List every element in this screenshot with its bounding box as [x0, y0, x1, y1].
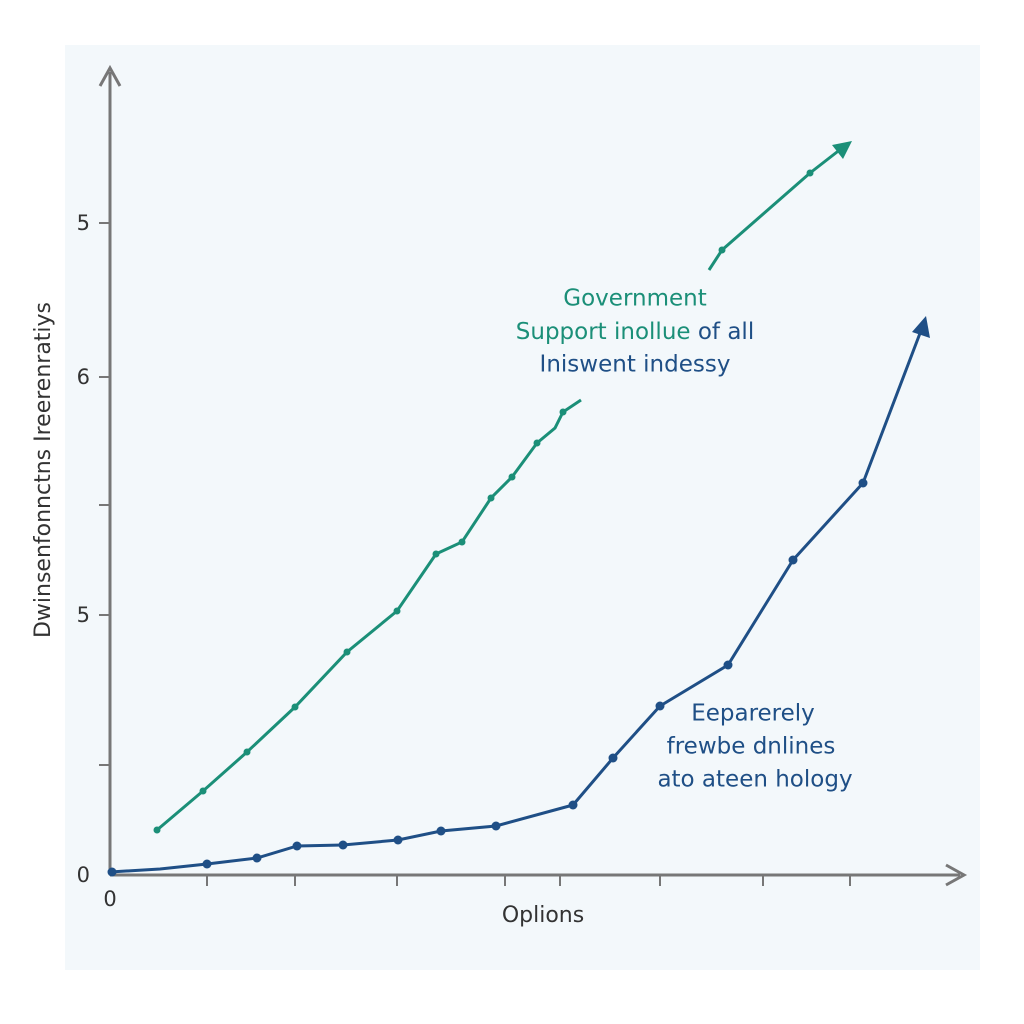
point [806, 169, 814, 177]
green-segment [707, 143, 847, 271]
point [107, 867, 117, 877]
point [393, 607, 401, 615]
point [491, 821, 501, 831]
point [858, 478, 868, 488]
y-tick-label: 0 [77, 863, 90, 887]
y-tick-label: 5 [77, 603, 90, 627]
blue-points [107, 478, 868, 877]
blue-line [109, 327, 924, 874]
y-tick-label: 5 [77, 211, 90, 235]
point [788, 555, 798, 565]
point [508, 473, 516, 481]
point [608, 753, 618, 763]
y-axis-arrow [98, 64, 122, 87]
annotation: Iniswent indessy [540, 352, 731, 378]
point [393, 835, 403, 845]
point [559, 408, 567, 416]
point [291, 703, 299, 711]
x-axis-arrow [945, 863, 968, 887]
annotation: frewbe dnlines [667, 734, 836, 760]
annotation: ato ateen hology [657, 767, 852, 793]
green-segment [156, 398, 582, 832]
point [243, 748, 251, 756]
plot-background [65, 45, 980, 970]
annotation: Support inollue of all [516, 319, 754, 345]
green-arrowhead [832, 141, 852, 159]
point [343, 648, 351, 656]
blue-arrowhead [912, 316, 930, 338]
annotation: Government [563, 286, 706, 312]
x-origin-label: 0 [103, 887, 116, 911]
x-ticks [206, 875, 851, 886]
point [533, 439, 541, 447]
point [487, 494, 495, 502]
y-axis-title: Dwinsenfonnctns Ireerenratiys [31, 302, 56, 638]
point [292, 841, 302, 851]
point [568, 800, 578, 810]
point [718, 246, 726, 254]
point [153, 826, 161, 834]
point [199, 787, 207, 795]
point [252, 853, 262, 863]
y-tick-label: 6 [77, 365, 90, 389]
point [202, 859, 212, 869]
green-points [153, 169, 814, 834]
annotation: Eeparerely [691, 701, 815, 727]
annotation-part: of all [698, 319, 754, 345]
point [458, 538, 466, 546]
x-axis-title: Oplions [502, 903, 584, 928]
point [436, 826, 446, 836]
green-line [156, 143, 847, 832]
point [432, 550, 440, 558]
point [723, 660, 733, 670]
point [338, 840, 348, 850]
y-ticks [99, 222, 110, 766]
annotation-part: Support inollue [516, 319, 691, 345]
point [655, 701, 665, 711]
